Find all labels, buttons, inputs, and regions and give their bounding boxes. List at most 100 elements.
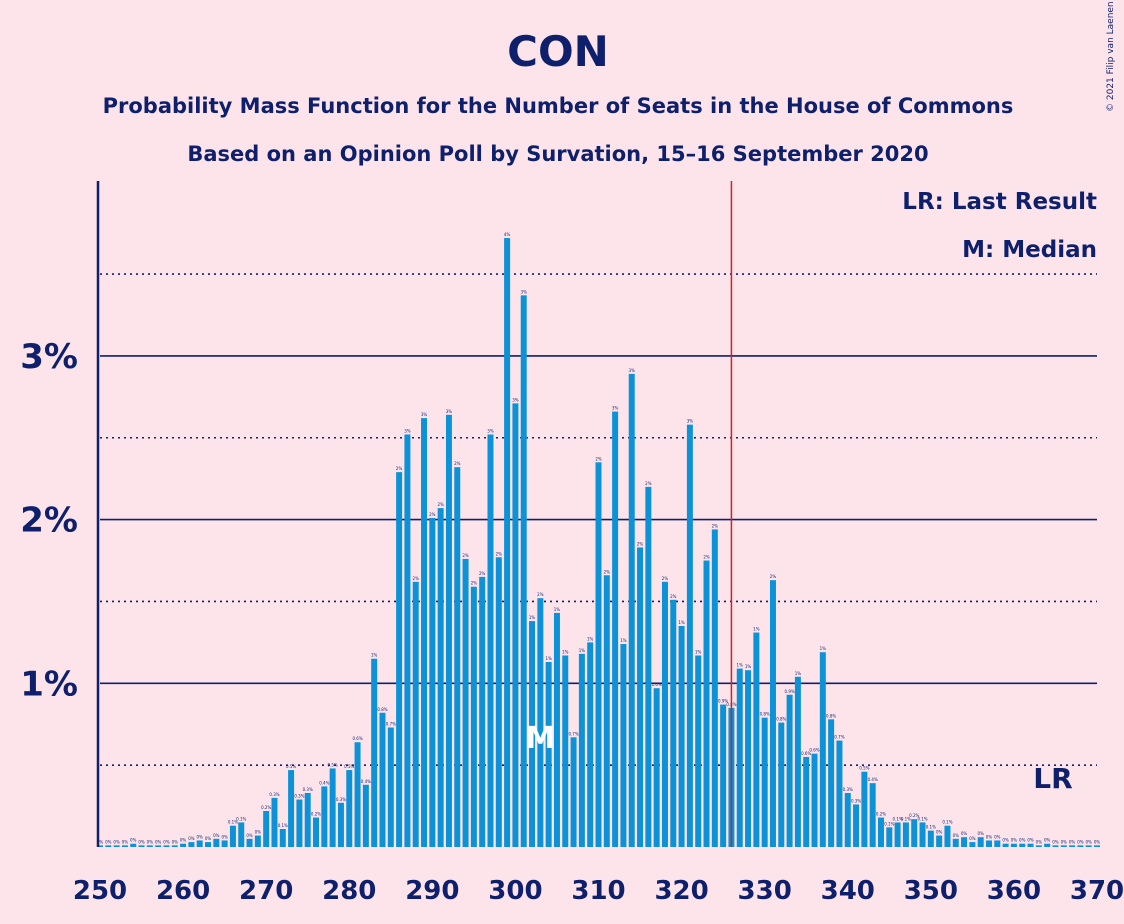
bar-305 bbox=[553, 612, 560, 847]
bar-label-256: 0% bbox=[147, 839, 154, 844]
bar-275 bbox=[304, 792, 311, 847]
bar-label-360: 0% bbox=[1011, 838, 1018, 843]
x-tick-label-250: 250 bbox=[73, 876, 127, 906]
x-tick-label-330: 330 bbox=[738, 876, 792, 906]
bar-label-265: 0% bbox=[221, 834, 228, 839]
bar-label-352: 0.1% bbox=[942, 820, 952, 825]
bar-361 bbox=[1019, 843, 1026, 847]
bar-281 bbox=[354, 742, 361, 847]
bar-320 bbox=[678, 626, 685, 847]
bar-284 bbox=[379, 712, 386, 847]
bar-327 bbox=[736, 668, 743, 847]
bar-label-280: 0.5% bbox=[344, 764, 354, 769]
bar-303 bbox=[537, 598, 544, 847]
bar-274 bbox=[296, 799, 303, 847]
bar-334 bbox=[794, 676, 801, 847]
y-tick-label-2: 3% bbox=[20, 337, 78, 377]
bar-label-328: 1% bbox=[745, 664, 752, 669]
bar-285 bbox=[387, 727, 394, 847]
bar-label-366: 0% bbox=[1061, 839, 1068, 844]
bar-label-357: 0% bbox=[986, 834, 993, 839]
bar-label-254: 0% bbox=[130, 838, 137, 843]
bar-282 bbox=[362, 784, 369, 847]
bar-354 bbox=[961, 837, 968, 847]
bar-283 bbox=[371, 658, 378, 847]
bar-label-262: 0% bbox=[197, 834, 204, 839]
bar-label-303: 2% bbox=[537, 592, 544, 597]
bar-value-labels: 0% 0% 0% 0% 0% 0% 0% 0% 0% 0% 0% 0% 0% 0%0% 0%0.1%0.1%… bbox=[97, 232, 1101, 844]
bar-356 bbox=[977, 837, 984, 847]
bar-label-290: 2% bbox=[429, 512, 436, 517]
bar-352 bbox=[944, 825, 951, 847]
bar-330 bbox=[761, 717, 768, 847]
bar-341 bbox=[853, 804, 860, 847]
bar-348 bbox=[911, 819, 918, 847]
bar-label-306: 1% bbox=[562, 649, 569, 654]
bar-label-293: 2% bbox=[454, 461, 461, 466]
bar-label-327: 1% bbox=[737, 663, 744, 668]
bar-label-321: 3% bbox=[687, 419, 694, 424]
bar-label-255: 0% bbox=[138, 839, 145, 844]
bar-307 bbox=[570, 737, 577, 847]
bar-337 bbox=[819, 652, 826, 847]
bar-340 bbox=[844, 792, 851, 847]
bar-250 bbox=[97, 845, 103, 847]
y-tick-label-1: 2% bbox=[20, 501, 78, 541]
bar-290 bbox=[429, 517, 436, 847]
bar-312 bbox=[612, 411, 619, 847]
bar-359 bbox=[1002, 843, 1009, 847]
bar-label-316: 2% bbox=[645, 481, 652, 486]
bar-338 bbox=[828, 719, 835, 847]
bar-311 bbox=[603, 575, 610, 847]
bar-label-314: 3% bbox=[629, 368, 636, 373]
bar-label-370: 0% bbox=[1094, 839, 1101, 844]
bar-label-354: 0% bbox=[961, 831, 968, 836]
bar-319 bbox=[670, 599, 677, 847]
bar-360 bbox=[1010, 843, 1017, 847]
x-tick-label-290: 290 bbox=[405, 876, 459, 906]
chart-subtitle: Probability Mass Function for the Number… bbox=[103, 94, 1014, 118]
bar-label-298: 2% bbox=[496, 551, 503, 556]
bar-label-292: 3% bbox=[446, 409, 453, 414]
bar-317 bbox=[653, 688, 660, 847]
bar-258 bbox=[163, 845, 170, 847]
bar-314 bbox=[628, 373, 635, 847]
bar-345 bbox=[886, 827, 893, 847]
x-tick-label-270: 270 bbox=[239, 876, 293, 906]
bar-324 bbox=[711, 529, 718, 847]
bar-label-339: 0.7% bbox=[834, 735, 844, 740]
bar-287 bbox=[404, 434, 411, 847]
x-tick-label-320: 320 bbox=[654, 876, 708, 906]
bar-254 bbox=[130, 843, 137, 847]
bar-343 bbox=[869, 783, 876, 847]
bar-label-363: 0% bbox=[1036, 839, 1043, 844]
bar-292 bbox=[445, 414, 452, 847]
median-marker: M bbox=[525, 721, 555, 756]
bar-label-278: 0.5% bbox=[328, 762, 338, 767]
bar-309 bbox=[587, 642, 594, 847]
bar-label-365: 0% bbox=[1052, 839, 1059, 844]
bar-288 bbox=[412, 581, 419, 847]
x-tick-label-300: 300 bbox=[488, 876, 542, 906]
bar-label-341: 0.3% bbox=[851, 798, 861, 803]
bar-300 bbox=[512, 403, 519, 847]
bar-label-333: 0.9% bbox=[785, 689, 795, 694]
bar-label-362: 0% bbox=[1027, 838, 1034, 843]
bar-label-335: 0.6% bbox=[801, 751, 811, 756]
bar-336 bbox=[811, 753, 818, 847]
bar-286 bbox=[396, 472, 403, 847]
bar-label-295: 2% bbox=[471, 581, 478, 586]
bar-label-272: 0.1% bbox=[278, 823, 288, 828]
bar-label-315: 2% bbox=[637, 541, 644, 546]
bar-362 bbox=[1027, 843, 1034, 847]
bar-367 bbox=[1069, 845, 1076, 847]
bar-label-307: 0.7% bbox=[568, 731, 578, 736]
bar-label-361: 0% bbox=[1019, 838, 1026, 843]
bar-351 bbox=[936, 835, 943, 847]
bar-label-358: 0% bbox=[994, 834, 1001, 839]
bar-label-331: 2% bbox=[770, 574, 777, 579]
y-tick-label-0: 1% bbox=[20, 664, 78, 704]
x-tick-label-260: 260 bbox=[156, 876, 210, 906]
bar-label-332: 0.8% bbox=[776, 717, 786, 722]
bar-label-277: 0.4% bbox=[319, 780, 329, 785]
